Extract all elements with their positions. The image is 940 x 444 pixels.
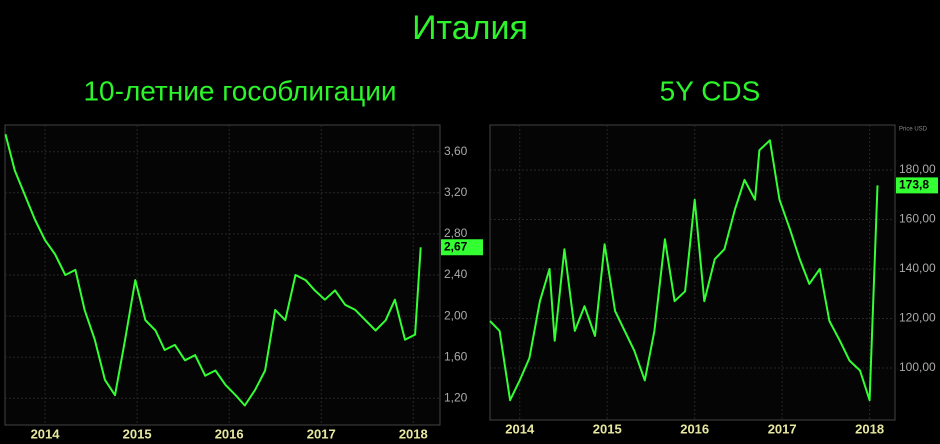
x-tick-label: 2016	[680, 421, 709, 436]
y-tick-label: 2,80	[444, 226, 468, 240]
x-tick-label: 2017	[768, 421, 797, 436]
x-tick-label: 2018	[855, 421, 884, 436]
x-tick-label: 2017	[307, 426, 336, 441]
y-tick-label: 2,00	[444, 308, 468, 322]
plot-area	[489, 124, 896, 421]
last-value-box	[896, 177, 938, 194]
y-tick-label: 3,60	[444, 144, 468, 158]
x-tick-label: 2015	[123, 426, 152, 441]
x-tick-label: 2014	[31, 426, 61, 441]
y-tick-label: 180,00	[899, 162, 936, 176]
line	[489, 139, 879, 402]
y-tick-label: 100,00	[899, 360, 936, 374]
page-title: Италия	[412, 9, 528, 47]
chart-title: 5Y CDS	[660, 75, 761, 106]
last-value-label: 2,67	[444, 239, 468, 253]
line	[4, 133, 422, 407]
y-tick-label: 120,00	[899, 311, 936, 325]
x-tick-label: 2018	[399, 426, 428, 441]
y-tick-label: 2,40	[444, 267, 468, 281]
y-tick-label: 1,20	[444, 390, 468, 404]
x-tick-label: 2016	[215, 426, 244, 441]
y-tick-label: 3,20	[444, 185, 468, 199]
y-axis-label: Price USD	[899, 127, 928, 133]
y-tick-label: 160,00	[899, 212, 936, 226]
y-tick-label: 1,60	[444, 349, 468, 363]
x-tick-label: 2015	[593, 421, 622, 436]
last-value-label: 173,8	[899, 178, 929, 192]
last-value-box	[441, 239, 483, 256]
chart-title: 10-летние гособлигации	[83, 75, 396, 106]
y-tick-label: 140,00	[899, 261, 936, 275]
x-tick-label: 2014	[505, 421, 535, 436]
